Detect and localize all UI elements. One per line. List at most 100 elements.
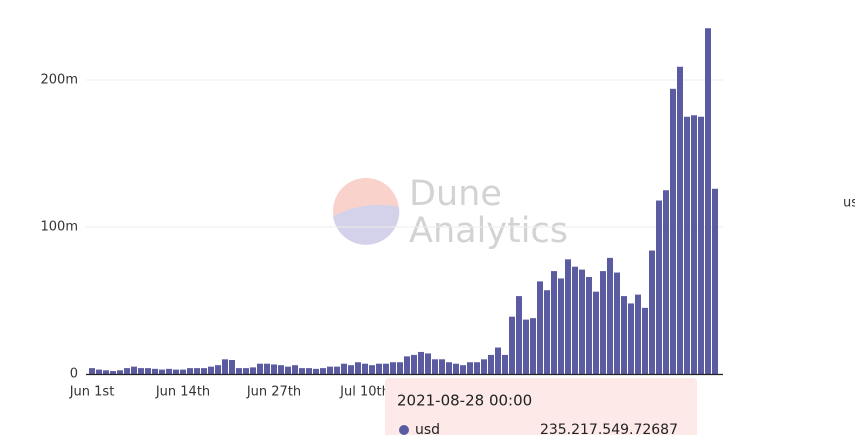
bar [215, 365, 221, 374]
watermark-text: Dune [409, 174, 502, 214]
bar [607, 257, 613, 374]
tooltip-title: 2021-08-28 00:00 [397, 392, 532, 410]
tooltip-dot [399, 425, 409, 435]
bar [355, 362, 361, 374]
bar [334, 366, 340, 374]
bar [250, 367, 256, 374]
y-tick-label: 100m [41, 220, 78, 235]
bar [467, 362, 473, 374]
bar [222, 359, 228, 374]
bar [236, 368, 242, 374]
bar [712, 188, 718, 374]
bar [705, 28, 711, 375]
bar [628, 303, 634, 374]
bar [649, 250, 655, 374]
bar [411, 354, 417, 374]
bar [530, 318, 536, 374]
bar [523, 319, 529, 374]
bar [418, 351, 424, 374]
bar [299, 368, 305, 374]
bar [516, 296, 522, 374]
bar [670, 88, 676, 374]
bar [152, 368, 158, 374]
bar [621, 296, 627, 374]
watermark-logo-part [333, 204, 400, 245]
bar [264, 363, 270, 374]
bar [285, 366, 291, 374]
bar [278, 365, 284, 374]
watermark-text: Analytics [409, 211, 568, 251]
bar [453, 363, 459, 374]
bar [404, 356, 410, 374]
bar [656, 200, 662, 374]
bar [292, 365, 298, 374]
bar [201, 368, 207, 374]
bar [474, 362, 480, 374]
bar [579, 269, 585, 374]
bar [614, 272, 620, 374]
bar [208, 366, 214, 374]
bar [551, 271, 557, 374]
watermark: Dune Analytics [333, 174, 568, 251]
x-tick-label: Jun 1st [69, 385, 115, 400]
bar [159, 369, 165, 374]
bar [635, 294, 641, 374]
bar [460, 365, 466, 374]
bar [145, 368, 151, 374]
bar [481, 359, 487, 374]
bar [341, 363, 347, 374]
bar [691, 115, 697, 374]
bar [642, 307, 648, 374]
tooltip: 2021-08-28 00:00 usd 235.217.549.72687 [385, 378, 697, 435]
bar [131, 366, 137, 374]
bar [376, 363, 382, 374]
bar [229, 360, 235, 374]
bar [103, 370, 109, 374]
bar [271, 364, 277, 374]
bar [173, 369, 179, 374]
bar [110, 371, 116, 374]
bar [180, 369, 186, 374]
bar [537, 281, 543, 374]
bar [502, 354, 508, 374]
bar [369, 365, 375, 374]
x-tick-label: Jun 27th [246, 385, 301, 400]
bar [565, 259, 571, 374]
bar [306, 368, 312, 374]
legend-label: usd [843, 196, 855, 211]
bar [677, 66, 683, 375]
bar [558, 278, 564, 374]
plot-area: 0 100m 200m Jun 1st Jun 14th Jun 27th Jul 10th [41, 28, 723, 400]
bar [495, 347, 501, 374]
bar [698, 116, 704, 374]
tooltip-series: usd [415, 422, 440, 435]
bar [509, 316, 515, 374]
bar [320, 368, 326, 374]
x-tick-label: Jun 14th [155, 385, 210, 400]
bar [362, 363, 368, 374]
tooltip-box [385, 378, 697, 435]
bar [572, 266, 578, 374]
bar [425, 353, 431, 374]
y-tick-label: 200m [41, 73, 78, 88]
bar [348, 365, 354, 374]
bar [586, 276, 592, 374]
tooltip-value: 235.217.549.72687 [540, 422, 678, 435]
bar [96, 369, 102, 374]
bar [243, 368, 249, 374]
bar [439, 359, 445, 374]
bar [124, 368, 130, 374]
bar [166, 368, 172, 374]
bar [544, 290, 550, 374]
bar [313, 368, 319, 374]
bar [488, 354, 494, 374]
bar [432, 359, 438, 374]
bar [257, 363, 263, 374]
x-tick-label: Jul 10th [339, 385, 390, 400]
bar [390, 362, 396, 374]
bar [194, 368, 200, 374]
bar [684, 116, 690, 374]
bar [187, 368, 193, 374]
